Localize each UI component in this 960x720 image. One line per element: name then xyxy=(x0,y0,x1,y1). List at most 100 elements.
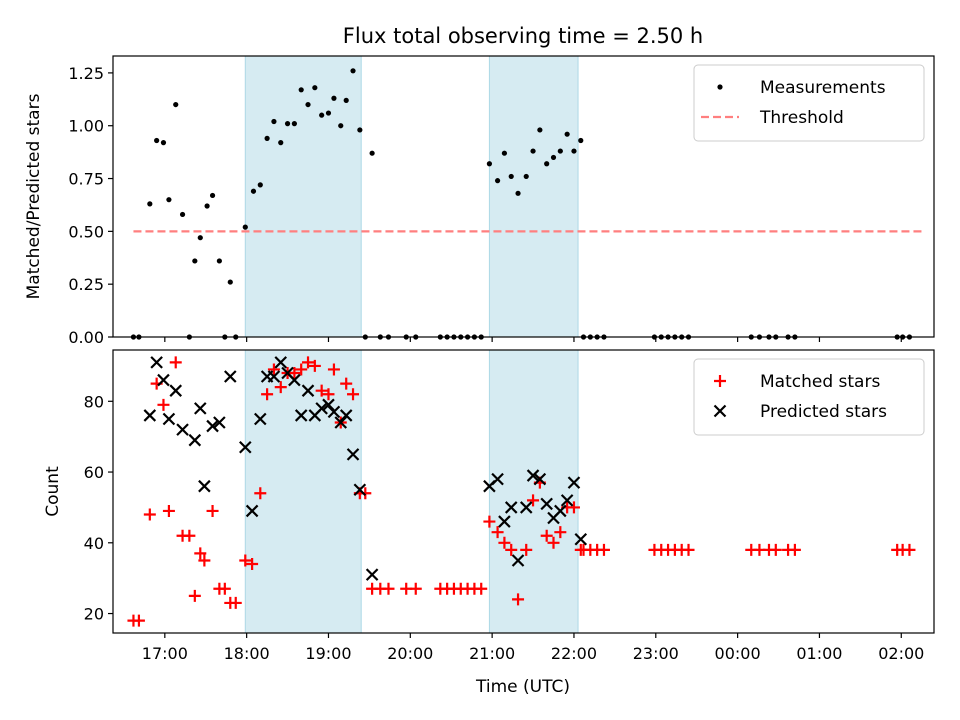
top-series-0-point-6 xyxy=(173,101,179,108)
bottom-series-0-point-6 xyxy=(169,356,182,369)
top-series-0-point-5 xyxy=(166,197,172,203)
top-series-0-point-51 xyxy=(508,173,514,180)
top-series-0-point-55 xyxy=(537,127,543,133)
bottom-axes-frame xyxy=(112,349,935,634)
bottom-x-tick-label-6: 23:00 xyxy=(633,644,679,663)
top-series-0-point-27 xyxy=(312,85,318,91)
top-series-0-point-34 xyxy=(357,127,363,133)
bottom-series-0-point-49 xyxy=(491,526,504,539)
top-y-axis-label: Matched/Predicted stars xyxy=(24,93,44,299)
bottom-series-1-point-37 xyxy=(526,469,540,482)
top-series-0-point-50 xyxy=(501,150,508,156)
bottom-series-1-point-12 xyxy=(239,441,252,454)
bottom-series-0-point-17 xyxy=(239,554,252,567)
top-series-0-point-60 xyxy=(571,148,577,154)
bottom-x-tick-label-4: 21:00 xyxy=(469,644,515,663)
bottom-series-0 xyxy=(127,356,916,627)
top-shaded-interval-0 xyxy=(244,55,362,338)
bottom-series-1-point-17 xyxy=(274,356,288,369)
bottom-series-0-point-24 xyxy=(288,366,301,379)
bottom-series-1-point-38 xyxy=(533,472,547,486)
bottom-series-1-point-26 xyxy=(334,416,348,429)
bottom-legend-swatch-1 xyxy=(713,404,727,418)
bottom-x-axis-label: Time (UTC) xyxy=(475,677,570,697)
bottom-series-0-point-8 xyxy=(183,529,196,542)
bottom-series-1-point-21 xyxy=(301,384,315,397)
top-series-0-point-15 xyxy=(227,279,233,285)
top-panel: 0.00 0.25 0.50 0.75 1.00 1.25 Matched/Predicte… xyxy=(24,55,935,347)
bottom-series-1-point-29 xyxy=(353,483,367,497)
bottom-shaded-interval-1 xyxy=(488,349,579,634)
top-series-0-point-49 xyxy=(494,178,501,184)
bottom-y-tick-label-0: 20 xyxy=(84,605,104,624)
top-legend: Measurements Threshold xyxy=(693,64,925,142)
top-series-0-point-11 xyxy=(204,203,210,209)
top-series-0-point-32 xyxy=(343,97,349,103)
bottom-legend-swatch-0 xyxy=(714,375,726,387)
top-series-0-point-58 xyxy=(557,148,563,154)
bottom-series-1-point-39 xyxy=(540,497,553,511)
bottom-series-1-point-33 xyxy=(498,515,511,528)
top-series-0-point-59 xyxy=(564,131,570,137)
bottom-series-0-point-65 xyxy=(597,543,610,556)
top-series-0-point-48 xyxy=(486,161,493,167)
bottom-series-0-point-1 xyxy=(132,614,145,627)
top-series-0-point-36 xyxy=(369,150,375,156)
top-legend-swatch-0 xyxy=(717,84,723,90)
bottom-x-tick-label-8: 01:00 xyxy=(796,644,842,663)
bottom-series-0-point-30 xyxy=(327,363,340,376)
top-series-0-point-52 xyxy=(515,190,521,196)
top-axes-frame xyxy=(112,55,935,338)
top-series-0-point-23 xyxy=(284,121,291,127)
bottom-series-1-point-3 xyxy=(162,412,176,426)
top-series-0-point-25 xyxy=(298,87,304,93)
bottom-series-0-point-38 xyxy=(382,582,395,595)
bottom-series-1-point-43 xyxy=(567,476,581,489)
top-series-0-point-57 xyxy=(550,154,557,161)
top-y-tick-label-1: 0.25 xyxy=(68,275,104,294)
top-y-tick-label-0: 0.00 xyxy=(68,328,104,347)
top-series-0-point-10 xyxy=(197,235,203,241)
bottom-series-1 xyxy=(143,356,588,581)
bottom-series-1-point-8 xyxy=(198,479,211,493)
top-y-tick-label-3: 0.75 xyxy=(68,170,104,189)
top-series-0-point-21 xyxy=(271,118,277,125)
bottom-series-0-point-20 xyxy=(261,388,274,401)
bottom-x-tick-label-1: 18:00 xyxy=(224,644,270,663)
bottom-series-0-point-75 xyxy=(769,543,782,556)
bottom-series-1-point-1 xyxy=(150,356,163,369)
bottom-series-1-point-6 xyxy=(188,433,202,447)
bottom-x-tick-label-5: 22:00 xyxy=(551,644,597,663)
bottom-x-tick-label-0: 17:00 xyxy=(142,644,188,663)
bottom-series-0-point-77 xyxy=(788,543,801,556)
top-series-0-point-31 xyxy=(338,123,344,129)
top-series-0-point-7 xyxy=(179,211,186,218)
top-legend-label-0: Measurements xyxy=(760,78,886,98)
bottom-series-0-point-56 xyxy=(540,529,553,542)
top-series-0-point-17 xyxy=(242,224,248,230)
bottom-series-1-point-11 xyxy=(224,370,237,383)
top-chart-title: Flux total observing time = 2.50 h xyxy=(343,24,703,48)
bottom-series-1-point-30 xyxy=(365,568,379,581)
top-y-tick-label-5: 1.25 xyxy=(68,64,104,83)
bottom-series-0-point-33 xyxy=(347,388,360,401)
bottom-series-0-point-53 xyxy=(520,543,533,556)
bottom-x-tick-label-2: 19:00 xyxy=(305,644,351,663)
bottom-y-tick-label-1: 40 xyxy=(84,534,104,553)
bottom-series-1-point-34 xyxy=(504,501,518,514)
bottom-series-0-point-4 xyxy=(157,398,170,411)
top-y-tick-label-2: 0.50 xyxy=(68,222,104,241)
bottom-series-0-point-54 xyxy=(527,494,540,507)
top-series-0-point-3 xyxy=(154,137,160,144)
bottom-series-0-point-35 xyxy=(359,487,372,500)
bottom-legend-box xyxy=(693,358,925,436)
bottom-series-1-point-20 xyxy=(294,409,308,422)
bottom-series-0-point-28 xyxy=(315,384,328,397)
bottom-series-0-point-2 xyxy=(143,508,156,521)
bottom-series-1-point-2 xyxy=(157,373,170,387)
top-series-0-point-24 xyxy=(291,121,297,127)
bottom-series-1-point-36 xyxy=(519,501,533,514)
top-series-0-point-30 xyxy=(331,95,337,101)
bottom-x-tick-label-7: 00:00 xyxy=(715,644,761,663)
bottom-series-0-point-18 xyxy=(246,558,259,571)
